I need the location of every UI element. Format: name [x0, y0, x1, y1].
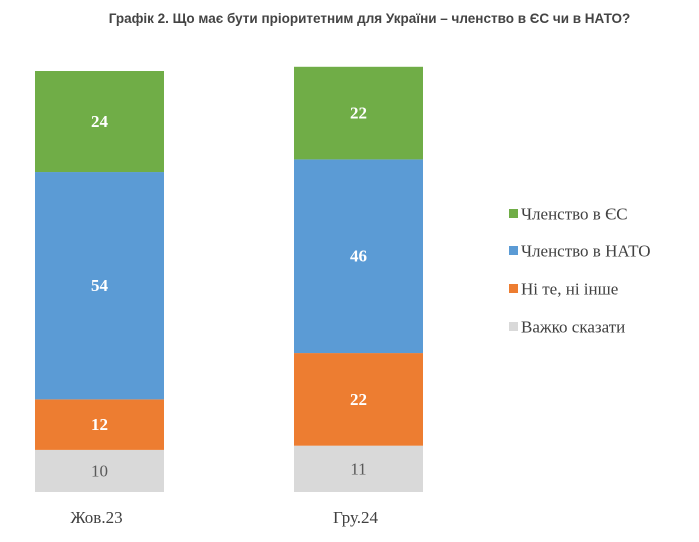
data-label: 46 — [350, 247, 367, 266]
x-tick-label: Жов.23 — [70, 508, 122, 527]
data-label: 22 — [350, 104, 367, 123]
legend-swatch — [509, 246, 518, 255]
legend-label: Членство в ЄС — [521, 205, 628, 224]
legend-swatch — [509, 322, 518, 331]
x-tick-label: Гру.24 — [333, 508, 379, 527]
data-label: 11 — [350, 459, 366, 478]
legend-label: Важко сказати — [521, 318, 625, 337]
bar-segment — [294, 159, 423, 354]
legend-swatch — [509, 209, 518, 218]
bar-segment — [294, 445, 423, 492]
data-label: 12 — [91, 415, 108, 434]
legend-label: Членство в НАТО — [521, 242, 651, 261]
legend-swatch — [509, 284, 518, 293]
data-label: 10 — [91, 461, 108, 480]
data-label: 22 — [350, 390, 367, 409]
bar-segment — [35, 172, 164, 400]
bar-segment — [35, 449, 164, 492]
bar-segment — [294, 66, 423, 160]
chart-title: Графік 2. Що має бути пріоритетним для У… — [108, 11, 631, 26]
data-label: 24 — [91, 112, 109, 131]
bar-segment — [35, 71, 164, 173]
bar-segment — [294, 353, 423, 446]
legend-label: Ні те, ні інше — [521, 280, 618, 299]
data-label: 54 — [91, 276, 109, 295]
bar-segment — [35, 399, 164, 450]
